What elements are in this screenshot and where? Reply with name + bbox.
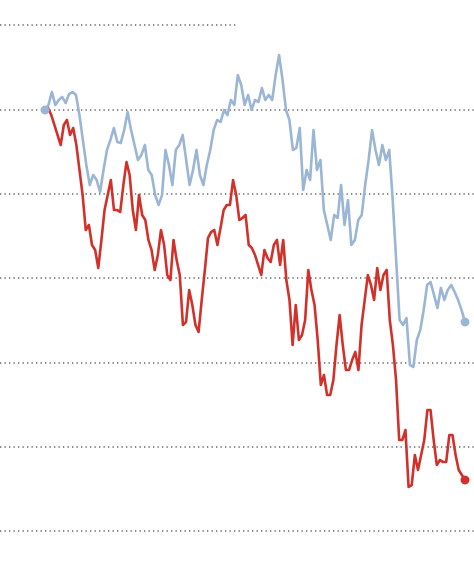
start-dot — [40, 105, 50, 115]
series-line — [43, 53, 467, 369]
end-dot — [460, 475, 470, 485]
series-line — [44, 106, 467, 489]
end-dot — [460, 317, 470, 327]
